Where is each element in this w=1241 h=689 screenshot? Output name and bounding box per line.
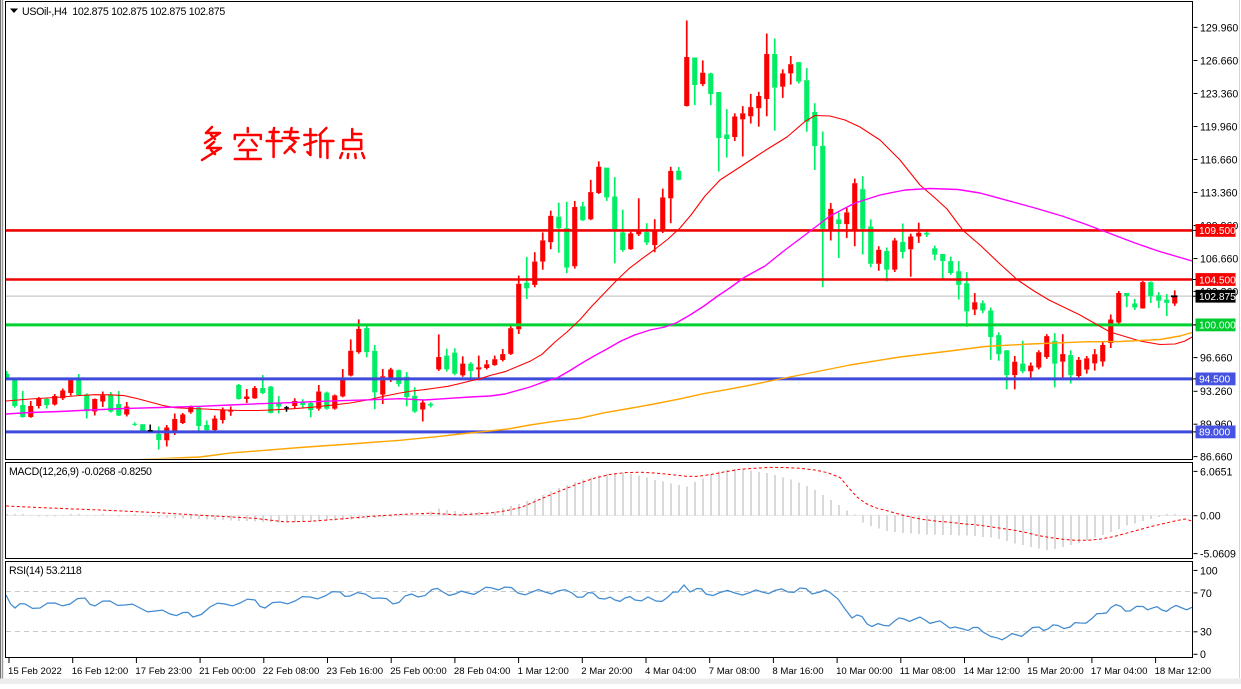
svg-text:25 Feb 00:00: 25 Feb 00:00 (390, 666, 447, 677)
svg-text:23 Feb 16:00: 23 Feb 16:00 (327, 666, 384, 677)
svg-text:10 Mar 00:00: 10 Mar 00:00 (836, 666, 893, 677)
svg-text:4 Mar 04:00: 4 Mar 04:00 (645, 666, 696, 677)
svg-text:RSI(14) 53.2118: RSI(14) 53.2118 (9, 565, 82, 577)
svg-text:0: 0 (1200, 649, 1206, 661)
svg-text:129.960: 129.960 (1200, 22, 1238, 34)
svg-text:116.660: 116.660 (1200, 154, 1238, 166)
svg-text:15 Mar 20:00: 15 Mar 20:00 (1027, 666, 1084, 677)
svg-text:100.000: 100.000 (1199, 321, 1236, 332)
svg-text:123.360: 123.360 (1200, 88, 1238, 100)
svg-text:USOil-,H4 102.875 102.875 102: USOil-,H4 102.875 102.875 102.875 102.87… (22, 6, 225, 18)
svg-text:100: 100 (1200, 565, 1218, 577)
svg-text:MACD(12,26,9) -0.0268 -0.8250: MACD(12,26,9) -0.0268 -0.8250 (9, 466, 152, 478)
svg-text:104.500: 104.500 (1199, 275, 1236, 286)
svg-text:21 Feb 00:00: 21 Feb 00:00 (199, 666, 256, 677)
svg-text:8 Mar 16:00: 8 Mar 16:00 (772, 666, 823, 677)
svg-text:119.960: 119.960 (1200, 121, 1238, 133)
svg-text:109.500: 109.500 (1199, 226, 1236, 237)
svg-text:102.875: 102.875 (1199, 292, 1236, 303)
svg-text:126.660: 126.660 (1200, 55, 1238, 67)
svg-text:17 Feb 23:00: 17 Feb 23:00 (135, 666, 192, 677)
svg-text:1 Mar 12:00: 1 Mar 12:00 (518, 666, 569, 677)
svg-text:94.500: 94.500 (1199, 375, 1230, 386)
svg-text:22 Feb 08:00: 22 Feb 08:00 (263, 666, 320, 677)
svg-text:2 Mar 20:00: 2 Mar 20:00 (581, 666, 632, 677)
svg-text:30: 30 (1200, 627, 1212, 639)
svg-text:14 Mar 12:00: 14 Mar 12:00 (964, 666, 1021, 677)
svg-text:-5.0609: -5.0609 (1200, 549, 1236, 561)
svg-text:0.00: 0.00 (1200, 511, 1221, 523)
svg-text:86.660: 86.660 (1200, 452, 1233, 464)
svg-text:6.0651: 6.0651 (1200, 466, 1233, 478)
svg-text:28 Feb 04:00: 28 Feb 04:00 (454, 666, 511, 677)
svg-text:106.660: 106.660 (1200, 253, 1238, 265)
svg-text:7 Mar 08:00: 7 Mar 08:00 (709, 666, 760, 677)
svg-text:89.000: 89.000 (1199, 428, 1230, 439)
svg-text:70: 70 (1200, 588, 1212, 600)
svg-text:18 Mar 12:00: 18 Mar 12:00 (1155, 666, 1212, 677)
svg-text:15 Feb 2022: 15 Feb 2022 (8, 666, 62, 677)
svg-text:93.260: 93.260 (1200, 386, 1233, 398)
svg-text:96.660: 96.660 (1200, 353, 1233, 365)
svg-text:17 Mar 04:00: 17 Mar 04:00 (1091, 666, 1148, 677)
svg-text:11 Mar 08:00: 11 Mar 08:00 (900, 666, 956, 677)
svg-text:16 Feb 12:00: 16 Feb 12:00 (72, 666, 129, 677)
svg-text:113.360: 113.360 (1200, 187, 1238, 199)
